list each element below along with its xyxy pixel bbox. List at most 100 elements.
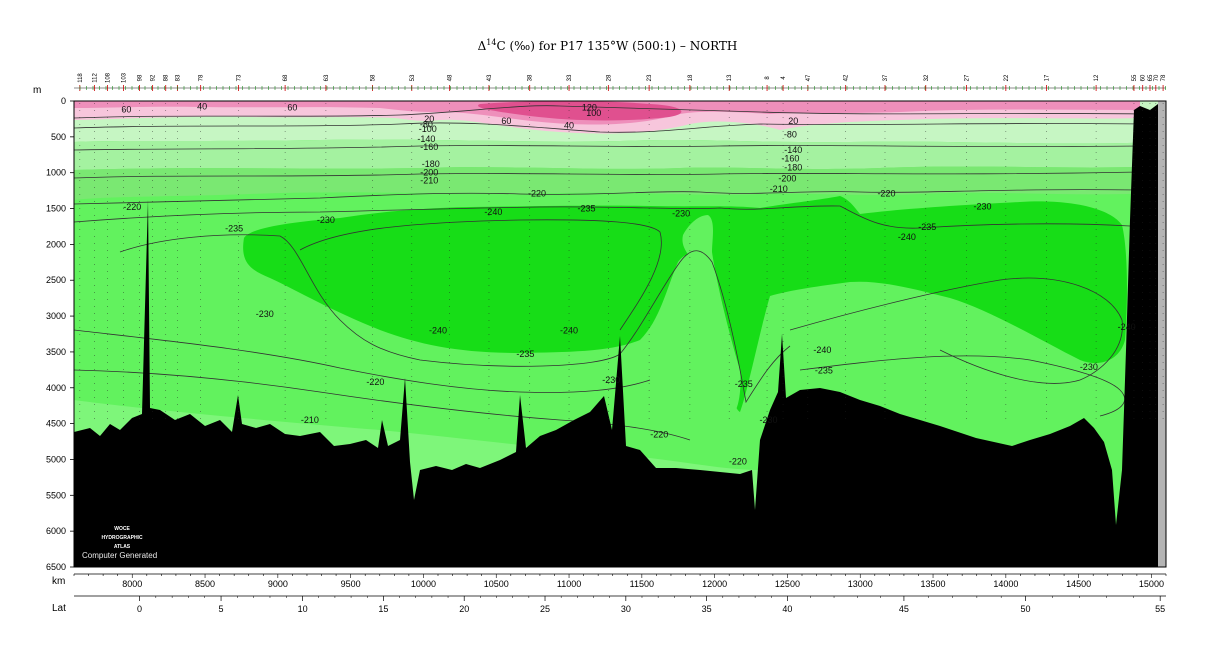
contour-line	[789, 277, 1123, 384]
contour-label: -210	[770, 184, 788, 194]
station-label: 28	[606, 74, 612, 81]
station-label: 47	[806, 74, 812, 81]
station-label: 98	[138, 74, 144, 81]
contour-label: 40	[564, 120, 574, 130]
contour-label: -200	[420, 168, 438, 178]
station-label: 4	[781, 76, 787, 80]
contour-line	[299, 219, 662, 331]
lat-tick-label: 45	[899, 604, 909, 614]
contour-label: -160	[420, 142, 438, 152]
contour-label: -240	[1118, 322, 1136, 332]
logo-line1: WOCE	[114, 526, 130, 532]
km-tick-label: 13000	[848, 579, 873, 589]
station-label: 83	[175, 74, 181, 81]
contour-line	[74, 171, 1141, 179]
station-label: 103	[122, 72, 128, 83]
depth-tick-label: 500	[51, 132, 66, 142]
contour-label: 100	[586, 108, 601, 118]
station-label: 37	[883, 74, 889, 81]
contour-label: -240	[813, 345, 831, 355]
contour-label: -210	[420, 176, 438, 186]
station-label: 18	[688, 74, 694, 81]
distance-axis: 8000 8500 9000 9500 10000 10500 11000 11500 1200…	[73, 573, 1167, 589]
contour-label: -235	[918, 222, 936, 232]
station-label: 33	[567, 74, 573, 81]
depth-tick-label: 0	[61, 96, 66, 106]
depth-unit-label: m	[33, 85, 41, 96]
station-label: 108	[105, 72, 111, 83]
contour-label: -220	[123, 202, 141, 212]
title-prefix: Δ	[477, 39, 487, 53]
depth-tick-label: 3000	[46, 311, 66, 321]
depth-tick-label: 1000	[46, 168, 66, 178]
contour-label: -140	[784, 145, 802, 155]
lat-tick-label: 5	[219, 604, 224, 614]
contour-label: -220	[877, 188, 895, 198]
contour-label: -230	[317, 215, 335, 225]
computer-generated-note: Computer Generated	[82, 551, 157, 560]
lat-tick-label: 20	[459, 604, 469, 614]
station-label: 70	[1154, 74, 1160, 81]
contour-label: 120	[582, 102, 597, 112]
contour-label: -240	[484, 207, 502, 217]
seafloor	[74, 104, 1158, 567]
lat-tick-label: 55	[1155, 604, 1165, 614]
lat-tick-label: 25	[540, 604, 550, 614]
km-tick-label: 8500	[195, 579, 215, 589]
contour-label: -230	[760, 415, 778, 425]
km-tick-label: 15000	[1139, 579, 1164, 589]
contour-label: -240	[429, 325, 447, 335]
depth-tick-label: 2500	[46, 275, 66, 285]
contour-label: -230	[1080, 362, 1098, 372]
depth-axis: 0 500 1000 1500 2000 2500 3000 3500 4000 4500 5000…	[46, 96, 74, 572]
contour-label: -80	[420, 120, 433, 130]
km-tick-label: 9000	[268, 579, 288, 589]
contour-label: -220	[366, 377, 384, 387]
depth-tick-label: 5000	[46, 454, 66, 464]
contour-label: -230	[602, 375, 620, 385]
land-margin	[1158, 101, 1166, 567]
contour-label: -180	[422, 159, 440, 169]
station-label: 63	[324, 74, 330, 81]
contour-label: -230	[974, 201, 992, 211]
contour-label: -220	[650, 429, 668, 439]
contour-label: -230	[672, 209, 690, 219]
latitude-axis-label: Lat	[52, 603, 66, 614]
station-label: 53	[410, 74, 416, 81]
depth-tick-label: 5500	[46, 490, 66, 500]
km-tick-label: 12000	[702, 579, 727, 589]
station-label: 32	[924, 74, 930, 81]
contour-label: -235	[815, 366, 833, 376]
km-tick-label: 10000	[411, 579, 436, 589]
station-label: 92	[151, 74, 157, 81]
lat-tick-label: 50	[1020, 604, 1030, 614]
contour-label: -220	[729, 457, 747, 467]
contour-label: 60	[121, 105, 131, 115]
station-label: 43	[487, 74, 493, 81]
station-label: 78	[1161, 74, 1167, 81]
station-label: 118	[78, 73, 84, 83]
km-tick-label: 8000	[122, 579, 142, 589]
title-rest: C (‰) for P17 135°W (500:1) – NORTH	[496, 39, 738, 53]
contour-label: 20	[424, 114, 434, 124]
contour-label: -160	[781, 153, 799, 163]
contour-label: -235	[578, 204, 596, 214]
contour-label: -100	[419, 124, 437, 134]
depth-tick-label: 2000	[46, 239, 66, 249]
km-tick-label: 10500	[484, 579, 509, 589]
contour-label: -180	[784, 163, 802, 173]
station-label: 55	[1132, 74, 1138, 81]
field-pink-strong	[478, 101, 682, 121]
km-tick-label: 14000	[993, 579, 1018, 589]
km-tick-label: 11000	[557, 579, 581, 589]
contour-label: -80	[784, 130, 797, 140]
depth-tick-label: 4000	[46, 383, 66, 393]
contour-line	[74, 105, 1141, 119]
field-green-mid	[74, 166, 1166, 200]
station-label: 73	[237, 74, 243, 81]
logo-line3: ATLAS	[114, 544, 131, 550]
contour-line	[74, 145, 1141, 151]
lat-tick-label: 40	[782, 604, 792, 614]
station-label: 65	[1148, 74, 1154, 81]
